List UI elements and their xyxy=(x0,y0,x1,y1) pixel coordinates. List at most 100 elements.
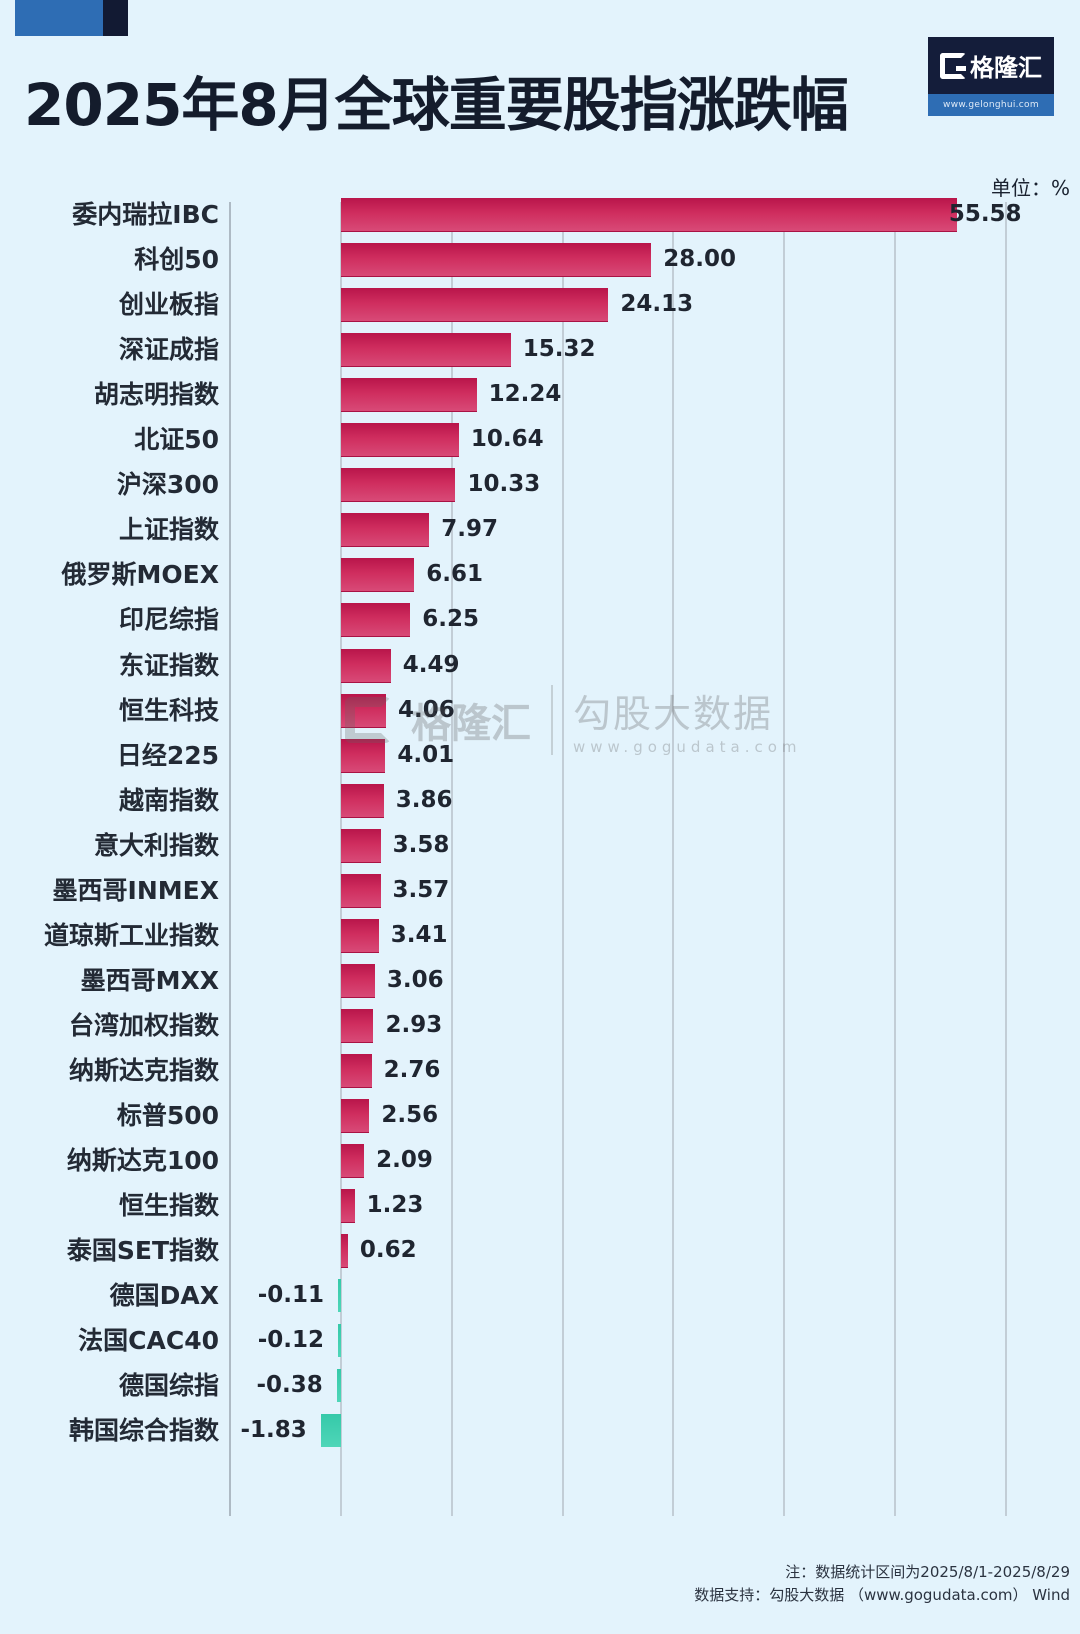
value-label: 2.93 xyxy=(385,1011,443,1038)
value-label: -1.83 xyxy=(240,1417,307,1444)
bar-row: 恒生科技 4.06 xyxy=(0,688,1080,733)
positive-bar xyxy=(341,423,459,458)
value-label: 3.86 xyxy=(395,786,453,813)
negative-bar xyxy=(336,1369,341,1403)
footer-source: 数据支持：勾股大数据 （www.gogudata.com） Wind xyxy=(694,1586,1070,1604)
bar-row: 纳斯达克指数 2.76 xyxy=(0,1048,1080,1093)
value-label: 2.56 xyxy=(381,1102,439,1128)
bar-row: 东证指数 4.49 xyxy=(0,643,1080,688)
value-label: 24.13 xyxy=(620,291,694,318)
category-label: 纳斯达克指数 xyxy=(68,1055,219,1085)
value-label: 3.57 xyxy=(392,876,450,903)
value-label: 12.24 xyxy=(488,381,562,408)
category-label: 恒生科技 xyxy=(118,695,219,725)
positive-bar xyxy=(341,1008,374,1043)
positive-bar xyxy=(341,828,381,863)
footer-notes: 注：数据统计区间为2025/8/1-2025/8/29 数据支持：勾股大数据 （… xyxy=(694,1561,1070,1607)
gridline-60 xyxy=(1004,202,1007,1516)
bar-row: 意大利指数 3.58 xyxy=(0,823,1080,868)
bar-row: 标普500 2.56 xyxy=(0,1093,1080,1138)
bar-row: 胡志明指数 12.24 xyxy=(0,372,1080,417)
unit-label: 单位：% xyxy=(990,176,1070,200)
positive-bar xyxy=(341,1099,370,1133)
positive-bar xyxy=(341,1189,355,1224)
value-label: -0.11 xyxy=(257,1282,324,1309)
category-label: 道琼斯工业指数 xyxy=(43,920,219,950)
positive-bar xyxy=(341,648,391,683)
value-label: 10.33 xyxy=(467,471,541,498)
value-label: 55.58 xyxy=(948,201,1022,227)
footer-note: 注：数据统计区间为2025/8/1-2025/8/29 xyxy=(785,1563,1070,1581)
category-label: 恒生指数 xyxy=(118,1191,219,1221)
value-label: 3.58 xyxy=(392,831,450,858)
category-label: 标普500 xyxy=(116,1101,219,1130)
category-label: 日经225 xyxy=(116,740,219,770)
category-label: 墨西哥INMEX xyxy=(52,875,219,905)
category-label: 泰国SET指数 xyxy=(66,1236,219,1266)
positive-bar xyxy=(341,333,511,368)
bar-row: 纳斯达克100 2.09 xyxy=(0,1138,1080,1183)
gridline-50 xyxy=(894,202,896,1516)
value-label: 4.06 xyxy=(397,696,455,723)
value-label: 28.00 xyxy=(663,246,736,273)
negative-bar xyxy=(320,1414,341,1448)
logo-g-icon xyxy=(940,52,966,79)
value-label: 6.25 xyxy=(422,606,479,633)
bar-row: 泰国SET指数 0.62 xyxy=(0,1228,1080,1273)
category-label: 纳斯达克100 xyxy=(66,1146,219,1176)
positive-bar xyxy=(341,783,384,818)
positive-bar xyxy=(341,918,379,953)
category-label: 科创50 xyxy=(134,245,219,275)
value-label: 1.23 xyxy=(366,1192,424,1219)
positive-bar xyxy=(341,873,381,908)
positive-bar xyxy=(341,243,652,278)
bar-row: 上证指数 7.97 xyxy=(0,507,1080,552)
bar-row: 道琼斯工业指数 3.41 xyxy=(0,913,1080,958)
bar-row: 恒生指数 1.23 xyxy=(0,1183,1080,1228)
category-label: 北证50 xyxy=(134,425,219,455)
category-label: 创业板指 xyxy=(118,290,219,320)
value-label: 4.01 xyxy=(397,741,455,768)
category-label: 韩国综合指数 xyxy=(68,1416,219,1446)
value-label: -0.38 xyxy=(256,1372,323,1399)
bar-row: 德国DAX -0.11 xyxy=(0,1273,1080,1318)
positive-bar xyxy=(341,558,415,593)
positive-bar xyxy=(341,513,430,548)
positive-bar xyxy=(341,288,609,323)
category-label: 德国DAX xyxy=(109,1281,219,1311)
negative-bar xyxy=(338,1279,341,1313)
value-label: 2.76 xyxy=(383,1056,441,1083)
bar-row: 越南指数 3.86 xyxy=(0,778,1080,823)
gridline--10 xyxy=(229,202,232,1516)
negative-bar xyxy=(338,1324,341,1358)
bar-row: 创业板指 24.13 xyxy=(0,282,1080,327)
value-label: 4.49 xyxy=(402,651,460,678)
category-label: 胡志明指数 xyxy=(93,380,219,410)
category-label: 俄罗斯MOEX xyxy=(61,560,219,590)
positive-bar xyxy=(341,1053,372,1088)
value-label: 0.62 xyxy=(359,1237,417,1264)
bar-row: 科创50 28.00 xyxy=(0,237,1080,282)
positive-bar xyxy=(341,963,375,998)
logo-url: www.gelonghui.com xyxy=(928,94,1054,116)
bar-row: 印尼综指 6.25 xyxy=(0,597,1080,642)
bar-row: 俄罗斯MOEX 6.61 xyxy=(0,552,1080,597)
gridline-40 xyxy=(783,202,786,1516)
bar-row: 日经225 4.01 xyxy=(0,733,1080,778)
logo-name: 格隆汇 xyxy=(970,54,1042,82)
category-label: 东证指数 xyxy=(118,650,219,680)
category-label: 越南指数 xyxy=(118,785,219,815)
category-label: 台湾加权指数 xyxy=(68,1010,219,1040)
category-label: 印尼综指 xyxy=(118,605,219,635)
positive-bar xyxy=(341,693,386,728)
bar-row: 韩国综合指数 -1.83 xyxy=(0,1408,1080,1453)
category-label: 委内瑞拉IBC xyxy=(72,200,219,229)
positive-bar xyxy=(341,603,411,638)
bar-row: 德国综指 -0.38 xyxy=(0,1363,1080,1408)
category-label: 法国CAC40 xyxy=(78,1326,219,1356)
bar-row: 深证成指 15.32 xyxy=(0,327,1080,372)
category-label: 意大利指数 xyxy=(93,830,219,860)
value-label: 10.64 xyxy=(470,426,544,453)
positive-bar xyxy=(341,468,456,503)
